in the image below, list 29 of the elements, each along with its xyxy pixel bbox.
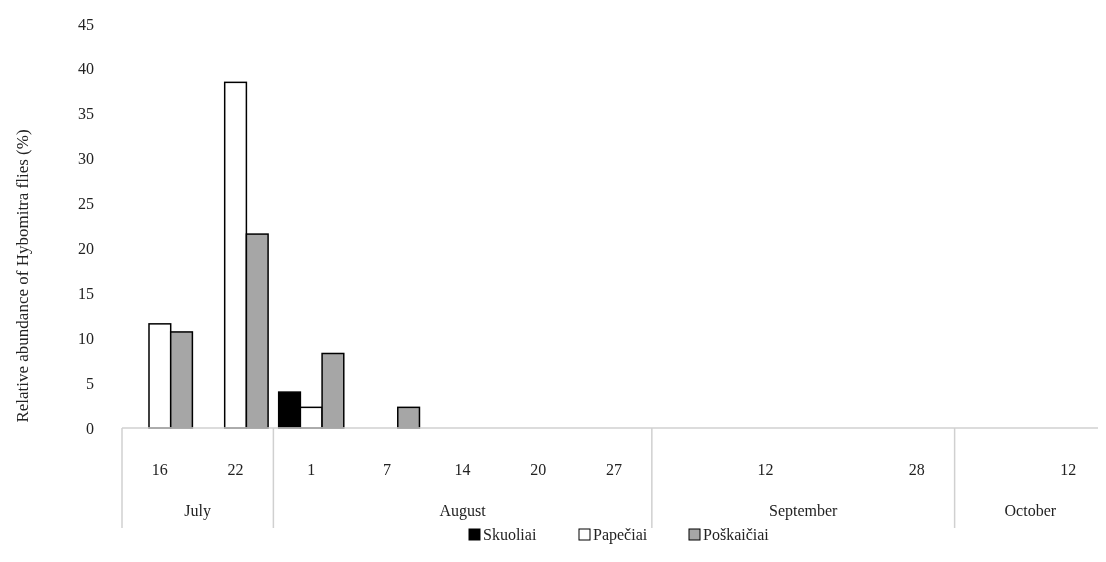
x-tick-label: 7: [382, 461, 391, 478]
x-tick-label: 22: [227, 461, 244, 478]
x-tick-label: 16: [151, 461, 168, 478]
x-tick-label: 20: [530, 461, 547, 478]
y-tick-label: 40: [78, 60, 94, 78]
x-tick-label: 27: [606, 461, 622, 478]
text: October: [1004, 502, 1057, 519]
y-tick-label: 35: [78, 105, 94, 123]
y-tick-label: 0: [86, 419, 94, 437]
y-tick-label: 20: [78, 240, 94, 258]
x-tick-label: 12: [1060, 461, 1077, 478]
legend-label: Poškaičiai: [703, 526, 770, 543]
text: July: [184, 502, 212, 520]
x-tick-label: 12: [757, 461, 774, 478]
legend-label: Papečiai: [593, 526, 648, 544]
x-tick-label: 14: [454, 461, 471, 478]
y-tick-label: 15: [78, 284, 94, 302]
x-tick-label: 1: [307, 461, 316, 478]
y-tick-label: 10: [78, 329, 94, 347]
legend-label: Skuoliai: [483, 526, 537, 543]
bar: [397, 406, 421, 429]
text: August: [439, 502, 487, 520]
y-tick-label: 30: [78, 150, 94, 168]
text: September: [769, 502, 839, 520]
y-axis-title: Relative abundance of Hybomitra flies (%): [13, 129, 32, 423]
y-tick-label: 5: [86, 374, 94, 392]
y-tick-label: 25: [78, 195, 94, 213]
y-tick-label: 45: [78, 15, 94, 33]
x-tick-label: 28: [908, 461, 925, 478]
